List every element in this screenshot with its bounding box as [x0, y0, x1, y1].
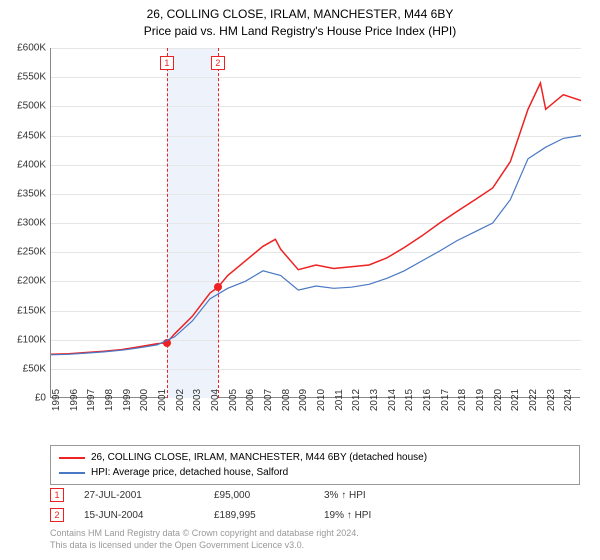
footer-line-2: This data is licensed under the Open Gov… [50, 540, 580, 552]
ytick-label: £250K [0, 247, 46, 258]
series-property [51, 83, 581, 354]
sale-delta-2: 19% ↑ HPI [324, 510, 414, 521]
ytick-label: £100K [0, 334, 46, 345]
sale-badge-1: 1 [50, 488, 64, 502]
legend-item-hpi: HPI: Average price, detached house, Salf… [59, 465, 571, 480]
title-line-2: Price paid vs. HM Land Registry's House … [0, 23, 600, 40]
ytick-label: £500K [0, 101, 46, 112]
chart-area: £0£50K£100K£150K£200K£250K£300K£350K£400… [50, 48, 580, 410]
legend-swatch-property [59, 457, 85, 459]
legend-label-property: 26, COLLING CLOSE, IRLAM, MANCHESTER, M4… [91, 450, 427, 465]
ytick-label: £150K [0, 305, 46, 316]
ytick-label: £50K [0, 363, 46, 374]
sale-row-1: 1 27-JUL-2001 £95,000 3% ↑ HPI [50, 488, 580, 502]
sale-price-2: £189,995 [214, 510, 304, 521]
footer-note: Contains HM Land Registry data © Crown c… [50, 528, 580, 551]
sale-date-1: 27-JUL-2001 [84, 490, 194, 501]
sale-badge-2: 2 [50, 508, 64, 522]
plot-region: £0£50K£100K£150K£200K£250K£300K£350K£400… [50, 48, 580, 398]
legend-label-hpi: HPI: Average price, detached house, Salf… [91, 465, 288, 480]
title-line-1: 26, COLLING CLOSE, IRLAM, MANCHESTER, M4… [0, 6, 600, 23]
ytick-label: £400K [0, 159, 46, 170]
legend-item-property: 26, COLLING CLOSE, IRLAM, MANCHESTER, M4… [59, 450, 571, 465]
sale-date-2: 15-JUN-2004 [84, 510, 194, 521]
ytick-label: £300K [0, 218, 46, 229]
sale-delta-1: 3% ↑ HPI [324, 490, 414, 501]
ytick-label: £200K [0, 276, 46, 287]
ytick-label: £450K [0, 130, 46, 141]
series-hpi [51, 136, 581, 355]
chart-title-block: 26, COLLING CLOSE, IRLAM, MANCHESTER, M4… [0, 0, 600, 40]
sale-row-2: 2 15-JUN-2004 £189,995 19% ↑ HPI [50, 508, 580, 522]
line-series-svg [51, 48, 581, 398]
legend-swatch-hpi [59, 472, 85, 474]
legend-box: 26, COLLING CLOSE, IRLAM, MANCHESTER, M4… [50, 445, 580, 485]
ytick-label: £350K [0, 188, 46, 199]
ytick-label: £550K [0, 72, 46, 83]
ytick-label: £600K [0, 43, 46, 54]
sale-price-1: £95,000 [214, 490, 304, 501]
footer-line-1: Contains HM Land Registry data © Crown c… [50, 528, 580, 540]
sales-table: 1 27-JUL-2001 £95,000 3% ↑ HPI 2 15-JUN-… [50, 488, 580, 551]
ytick-label: £0 [0, 393, 46, 404]
